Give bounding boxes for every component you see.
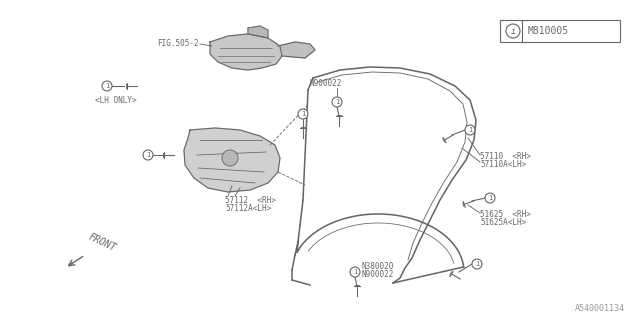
Bar (500, 20, 620, 42)
Text: M810005: M810005 (528, 26, 569, 36)
Text: 1: 1 (105, 83, 109, 89)
Text: 1: 1 (475, 261, 479, 267)
Text: FRONT: FRONT (87, 232, 118, 253)
Text: 57110A<LH>: 57110A<LH> (480, 160, 526, 169)
Circle shape (485, 193, 495, 203)
Circle shape (143, 150, 153, 160)
Circle shape (298, 109, 308, 119)
Text: N900022: N900022 (310, 79, 342, 88)
Circle shape (222, 150, 238, 166)
Text: 1: 1 (146, 152, 150, 158)
Text: 1: 1 (335, 99, 339, 105)
Circle shape (472, 259, 482, 269)
Polygon shape (278, 42, 315, 58)
Text: 1: 1 (468, 127, 472, 133)
Circle shape (350, 267, 360, 277)
Circle shape (332, 97, 342, 107)
Text: 1: 1 (353, 269, 357, 275)
Polygon shape (184, 128, 280, 192)
Text: N380020: N380020 (362, 262, 394, 271)
Polygon shape (248, 26, 268, 38)
Text: i: i (511, 27, 515, 36)
Text: 57112A<LH>: 57112A<LH> (225, 204, 271, 213)
Text: 1: 1 (488, 195, 492, 201)
Text: 57112  <RH>: 57112 <RH> (225, 196, 276, 205)
Text: 51625A<LH>: 51625A<LH> (480, 218, 526, 227)
Polygon shape (210, 34, 282, 70)
Text: 51625  <RH>: 51625 <RH> (480, 210, 531, 219)
Circle shape (102, 81, 112, 91)
Text: 1: 1 (301, 111, 305, 117)
Text: N900022: N900022 (362, 270, 394, 279)
Circle shape (465, 125, 475, 135)
Text: <LH ONLY>: <LH ONLY> (95, 96, 136, 105)
Circle shape (506, 24, 520, 38)
Text: 57110  <RH>: 57110 <RH> (480, 152, 531, 161)
Text: A540001134: A540001134 (575, 304, 625, 313)
Text: FIG.505-2: FIG.505-2 (157, 39, 198, 49)
